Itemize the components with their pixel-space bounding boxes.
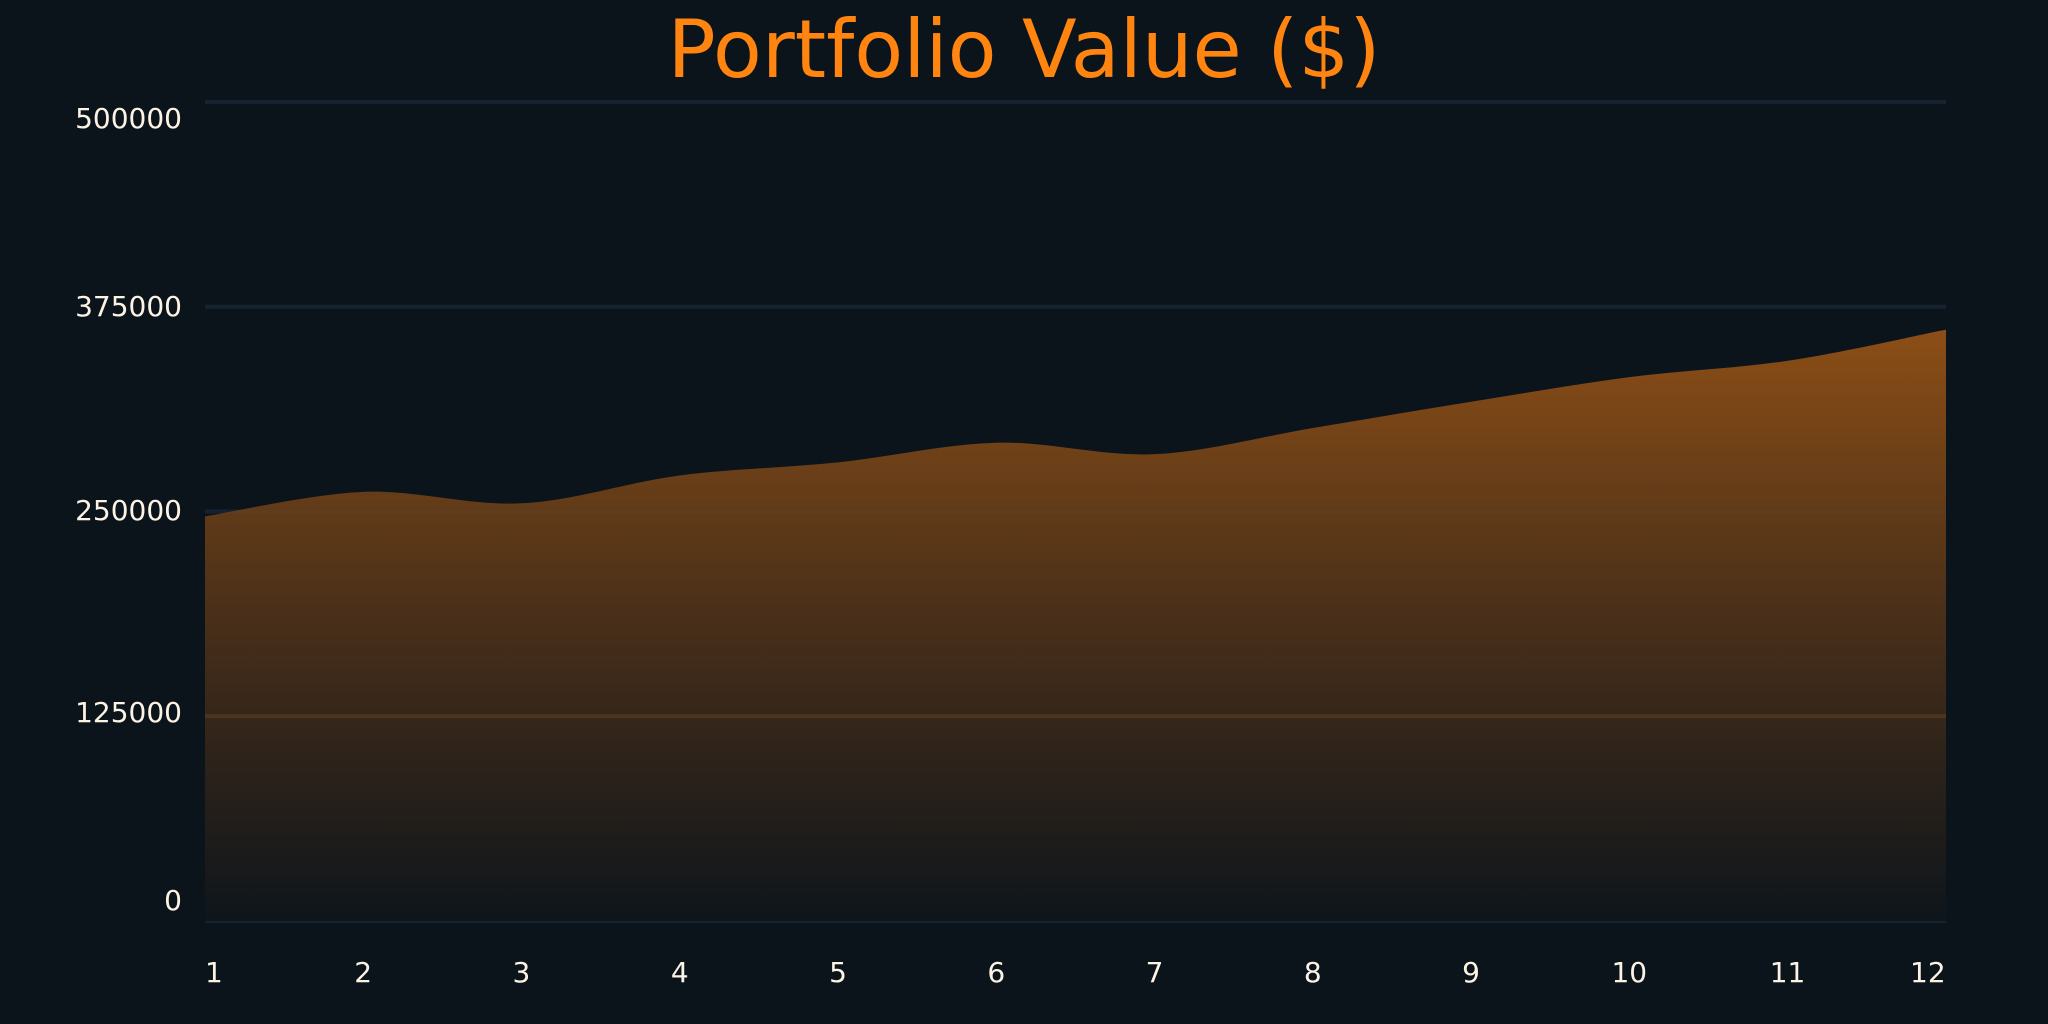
y-tick-label: 375000 [75, 290, 182, 323]
area-series [205, 329, 1946, 921]
x-tick-label: 11 [1769, 956, 1806, 989]
x-tick-label: 10 [1611, 956, 1648, 989]
x-tick-label: 7 [1145, 956, 1164, 989]
gridline [205, 509, 1946, 514]
gridline [205, 100, 1946, 104]
y-tick-label: 500000 [75, 102, 182, 135]
x-tick-label: 8 [1303, 956, 1322, 989]
y-tick-label: 125000 [75, 696, 182, 729]
x-tick-label: 1 [205, 956, 223, 989]
y-tick-label: 0 [164, 884, 182, 917]
x-tick-label: 6 [987, 956, 1006, 989]
x-tick-label: 9 [1462, 956, 1480, 989]
gridlines-over-fill [205, 509, 1946, 719]
chart-title: Portfolio Value ($) [667, 3, 1381, 96]
x-tick-label: 3 [512, 956, 531, 989]
gridline [205, 714, 1946, 719]
x-tick-label: 5 [829, 956, 847, 989]
x-tick-label: 12 [1910, 956, 1946, 989]
x-tick-label: 2 [354, 956, 373, 989]
y-tick-label: 250000 [75, 494, 182, 527]
x-tick-label: 4 [670, 956, 689, 989]
gridline [205, 304, 1946, 309]
